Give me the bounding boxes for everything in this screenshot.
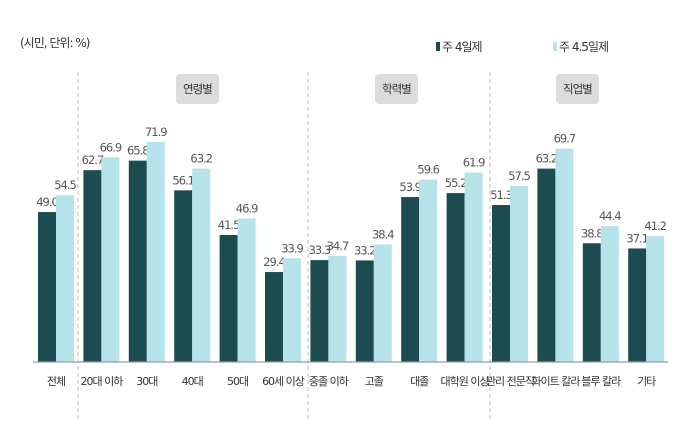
data-label: 38.8 [581, 226, 603, 240]
data-label: 61.9 [463, 156, 485, 170]
bar [537, 168, 556, 362]
x-tick-label: 40대 [182, 375, 203, 388]
data-label: 53.9 [399, 180, 421, 194]
group-label-occupation: 직업별 [556, 74, 599, 104]
bar [464, 172, 483, 362]
bar [628, 248, 647, 362]
data-label: 66.9 [100, 140, 122, 154]
bar [310, 260, 329, 362]
x-tick-label: 대학원 이상 [441, 375, 490, 388]
legend-label: 주 4일제 [442, 40, 483, 54]
data-label: 55.2 [445, 176, 467, 190]
x-tick-label: 대졸 [410, 375, 429, 388]
bar [174, 190, 193, 362]
x-tick-label: 전체 [47, 375, 65, 388]
bar [582, 243, 601, 362]
bar [265, 272, 283, 362]
bar [283, 258, 301, 362]
data-label: 41.2 [644, 219, 666, 233]
legend-swatch [436, 42, 440, 51]
legend-item-4day: 주 4일제 [436, 38, 483, 55]
data-label: 71.9 [145, 125, 167, 139]
bar [237, 218, 256, 362]
bar [492, 205, 510, 362]
x-tick-label: 50대 [227, 375, 248, 388]
x-tick-label: 중졸 이하 [309, 374, 349, 388]
bar [56, 195, 74, 362]
bar [328, 255, 347, 362]
data-label: 34.7 [327, 239, 349, 253]
data-label: 33.2 [354, 243, 376, 257]
bar [401, 197, 420, 362]
legend-swatch [553, 42, 557, 51]
legend-label: 주 4.5일제 [559, 40, 609, 54]
bar [600, 226, 619, 362]
bar [192, 168, 211, 362]
bar [446, 193, 465, 362]
bar [38, 212, 56, 362]
data-label: 46.9 [236, 201, 258, 215]
bar [419, 179, 438, 362]
bar [510, 186, 528, 362]
data-label: 41.5 [218, 218, 240, 232]
data-label: 54.5 [54, 178, 76, 192]
data-label: 38.4 [372, 227, 394, 241]
x-tick-label: 관리 전문직 [486, 375, 534, 388]
bar [146, 141, 165, 362]
bar [355, 260, 374, 362]
group-label-education: 학력별 [375, 74, 418, 104]
data-label: 56.1 [172, 173, 194, 187]
bar [101, 157, 120, 362]
x-tick-label: 화이트 칼라 [531, 375, 580, 388]
x-tick-label: 블루 칼라 [581, 375, 621, 388]
unit-note: (시민, 단위: %) [20, 36, 90, 50]
bar [128, 160, 147, 362]
x-tick-label: 60세 이상 [262, 375, 305, 388]
data-label: 37.1 [626, 231, 648, 245]
data-label: 33.3 [309, 243, 331, 257]
data-label: 63.2 [190, 152, 212, 166]
x-tick-label: 기타 [637, 375, 656, 388]
data-label: 44.4 [599, 209, 621, 223]
data-label: 49.0 [36, 195, 58, 209]
bar [219, 235, 238, 362]
data-label: 62.7 [82, 153, 104, 167]
data-label: 33.9 [281, 241, 303, 255]
data-label: 59.6 [417, 163, 439, 177]
legend-item-4-5day: 주 4.5일제 [553, 38, 609, 55]
data-label: 29.4 [263, 255, 285, 269]
data-label: 57.5 [508, 169, 530, 183]
data-label: 51.3 [490, 188, 512, 202]
data-label: 65.8 [127, 144, 149, 158]
x-tick-label: 30대 [136, 375, 157, 388]
x-tick-label: 20대 이하 [80, 374, 123, 388]
bar [83, 170, 102, 362]
bar [555, 148, 574, 362]
data-label: 69.7 [554, 132, 576, 146]
x-tick-label: 고졸 [365, 375, 384, 388]
bar [646, 235, 665, 362]
bar [373, 244, 392, 362]
group-label-age: 연령별 [176, 74, 219, 104]
data-label: 63.2 [536, 152, 558, 166]
